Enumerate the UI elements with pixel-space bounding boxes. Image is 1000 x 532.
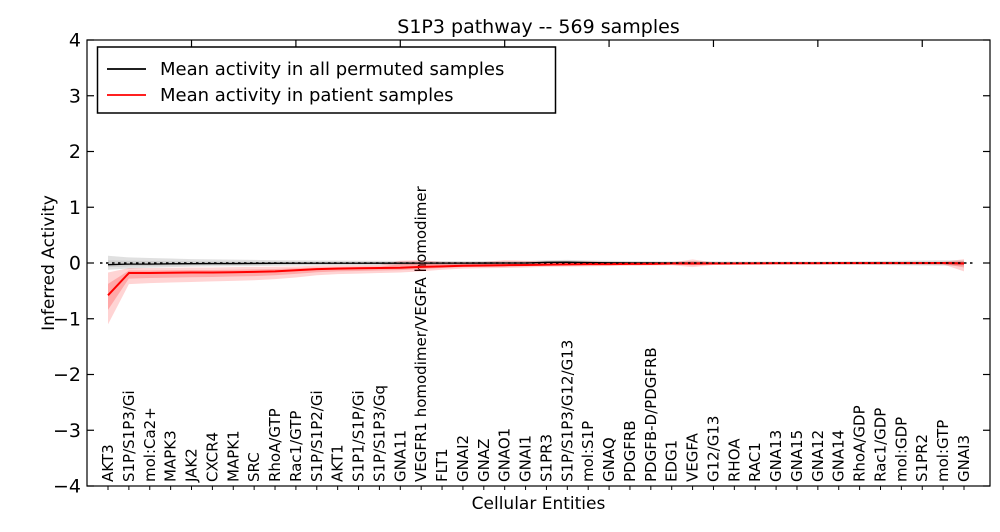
x-tick-label: RAC1 (746, 442, 764, 482)
x-tick-label: RhoA/GTP (266, 408, 284, 482)
x-tick-label: S1P/S1P3/Gi (120, 390, 138, 482)
chart-canvas: AKT3 S1P/S1P3/Gi mol:Ca2+ MAPK3 JAK2 CXCR4 MAP… (40, 16, 991, 514)
x-tick-label: GNA13 (767, 430, 785, 482)
x-tick-label: MAPK1 (224, 430, 242, 482)
y-tick-label: −1 (53, 308, 81, 330)
x-tick-label: Rac1/GDP (871, 408, 889, 482)
x-tick-label: RhoA/GDP (851, 405, 869, 482)
legend-box (96, 46, 557, 114)
x-tick-label: S1P/S1P3/Gq (370, 385, 388, 482)
x-tick-label: Rac1/GTP (287, 411, 305, 482)
x-tick-label: GNA14 (830, 430, 848, 482)
y-tick-label: 4 (69, 30, 81, 52)
x-tick-label: mol:GDP (892, 417, 910, 482)
x-tick-label: GNAQ (600, 437, 618, 482)
x-tick-label: S1P1/S1P/Gi (350, 390, 368, 482)
x-tick-label: VEGFA (684, 432, 702, 482)
y-tick-label: −4 (53, 476, 81, 498)
x-tick-label: CXCR4 (203, 432, 221, 482)
x-tick-label: AKT3 (99, 444, 117, 482)
y-tick-label: 2 (69, 141, 81, 163)
inferred-activity-chart: AKT3 S1P/S1P3/Gi mol:Ca2+ MAPK3 JAK2 CXCR4 MAP… (40, 16, 1000, 516)
x-tick-label: S1PR2 (913, 434, 931, 482)
x-tick-label: mol:S1P (579, 421, 597, 482)
x-tick-label: PDGFRB (621, 420, 639, 482)
x-tick-label: GNAI1 (517, 435, 535, 482)
x-tick-label: S1P/S1P2/Gi (308, 390, 326, 482)
x-tick-label: GNAI2 (454, 435, 472, 482)
x-tick-label: GNAI3 (955, 435, 973, 482)
x-tick-label: GNA11 (391, 430, 409, 482)
x-tick-label: G12/G13 (704, 416, 722, 482)
permuted-band-inner (108, 260, 964, 268)
chart-title: S1P3 pathway -- 569 samples (397, 16, 679, 38)
y-tick-label: −3 (53, 420, 81, 442)
x-tick-label: AKT1 (329, 444, 347, 482)
y-tick-label: 3 (69, 85, 81, 107)
x-tick-label: S1PR3 (537, 434, 555, 482)
x-tick-label: GNAZ (475, 439, 493, 482)
x-tick-label: EDG1 (663, 440, 681, 482)
x-tick-label: mol:Ca2+ (141, 407, 159, 482)
y-tick-label: −2 (53, 364, 81, 386)
x-tick-label: S1P/S1P3/G12/G13 (558, 340, 576, 482)
x-tick-label: GNA12 (809, 430, 827, 482)
y-axis-title: Inferred Activity (40, 195, 59, 331)
x-tick-label: GNAO1 (496, 428, 514, 482)
legend-entry-label: Mean activity in patient samples (160, 85, 454, 106)
x-tick-label: PDGFB-D/PDGFRB (642, 347, 660, 482)
x-tick-label: MAPK3 (162, 430, 180, 482)
y-tick-label: 1 (69, 197, 81, 219)
x-tick-label: VEGFR1 homodimer/VEGFA homodimer (412, 185, 430, 482)
x-tick-label: JAK2 (183, 448, 201, 483)
x-axis-title: Cellular Entities (472, 494, 606, 514)
legend-entry-label: Mean activity in all permuted samples (160, 59, 504, 80)
x-tick-label: RHOA (725, 438, 743, 482)
patient-band-outer (108, 259, 964, 325)
y-tick-label: 0 (69, 253, 81, 275)
x-tick-label: SRC (245, 452, 263, 482)
x-tick-label: GNA15 (788, 430, 806, 482)
x-tick-label: FLT1 (433, 448, 451, 482)
x-tick-label: mol:GTP (934, 420, 952, 482)
